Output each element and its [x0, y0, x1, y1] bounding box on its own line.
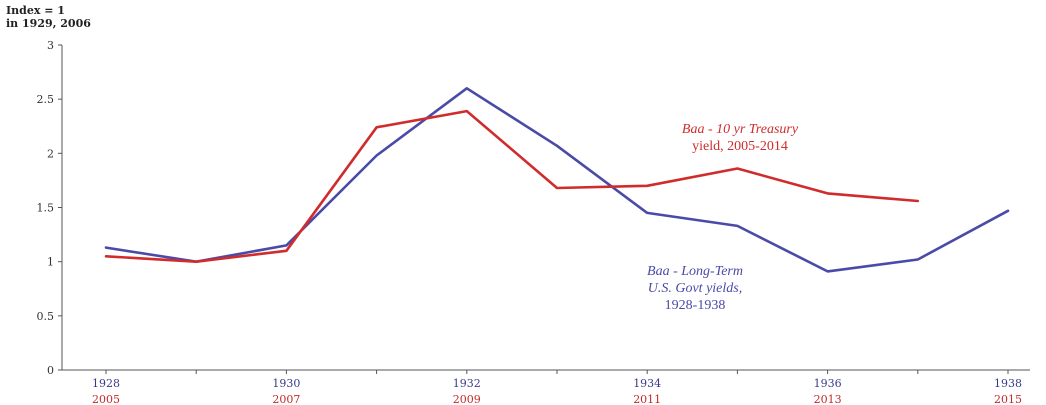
x-tick-label-top: 1930 [272, 377, 300, 390]
y-tick-label: 1 [47, 256, 54, 269]
annotation-blue-line3: 1928-1938 [664, 298, 726, 313]
y-tick-label: 2.5 [37, 93, 55, 106]
axes [61, 45, 1030, 371]
y-tick-label: 2 [47, 147, 54, 160]
x-tick-label-bottom: 2015 [994, 393, 1022, 405]
annotation-blue-line1: Baa - Long-Term [647, 264, 743, 279]
y-tick-label: 0 [47, 364, 54, 377]
y-tick-labels: 0 0.5 1 1.5 2 2.5 3 [37, 39, 62, 377]
x-tick-label-bottom: 2011 [633, 393, 661, 405]
annotation-blue-line2: U.S. Govt yields, [647, 281, 743, 296]
annotation-red-line2: yield, 2005-2014 [692, 139, 788, 154]
x-tick-label-top: 1932 [453, 377, 481, 390]
series-lines [104, 87, 1010, 273]
y-tick-label: 0.5 [37, 310, 55, 323]
x-tick-label-top: 1936 [814, 377, 842, 390]
series-line-blue-1928-1938 [104, 87, 1010, 273]
x-tick-label-bottom: 2007 [272, 393, 300, 405]
y-unit-label: Index = 1 in 1929, 2006 [6, 4, 91, 30]
y-tick-label: 1.5 [37, 202, 55, 215]
annotation-blue-series: Baa - Long-Term U.S. Govt yields, 1928-1… [570, 263, 820, 314]
annotation-red-series: Baa - 10 yr Treasury yield, 2005-2014 [600, 121, 880, 155]
y-tick-label: 3 [47, 39, 54, 52]
x-tick-label-top: 1934 [633, 377, 661, 390]
series-line-red-2005-2014 [104, 109, 920, 264]
x-tick-label-top: 1928 [92, 377, 120, 390]
annotation-red-line1: Baa - 10 yr Treasury [681, 122, 799, 137]
x-tick-label-bottom: 2013 [814, 393, 842, 405]
x-tick-label-top: 1938 [994, 377, 1022, 390]
y-unit-label-line1: Index = 1 [6, 4, 65, 17]
x-tick-label-bottom: 2005 [92, 393, 120, 405]
x-tick-label-bottom: 2009 [453, 393, 481, 405]
y-unit-label-line2: in 1929, 2006 [6, 17, 91, 30]
x-tick-labels: 1928 2005 1930 2007 1932 2009 1934 2011 1936 2013… [92, 370, 1022, 405]
